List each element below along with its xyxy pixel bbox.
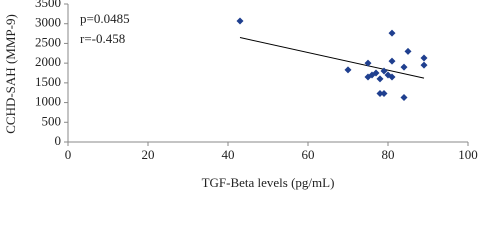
x-axis-label: TGF-Beta levels (pg/mL) [202,175,335,190]
y-tick-label: 2000 [35,54,61,69]
data-point [372,69,380,77]
y-tick-label: 2500 [35,34,61,49]
data-point [388,73,396,81]
y-tick-label: 3500 [35,0,61,10]
data-point [364,59,372,67]
y-tick-label: 0 [55,133,62,148]
y-tick-label: 500 [42,113,62,128]
x-tick-label: 100 [458,147,478,162]
annotation: p=0.0485 [80,11,130,26]
page: {"chart_data": {"type": "scatter", "x_la… [2,0,478,190]
data-point [380,90,388,98]
trend-line [239,37,425,79]
data-point [344,66,352,74]
data-point [404,47,412,55]
x-tick-label: 60 [302,147,315,162]
data-point [420,54,428,62]
y-tick-label: 3000 [35,15,61,30]
data-point [376,90,384,98]
annotation: r=-0.458 [80,31,125,46]
x-tick-label: 40 [222,147,235,162]
x-tick-label: 20 [142,147,155,162]
data-point [420,61,428,69]
data-point [364,73,372,81]
data-point [380,67,388,75]
data-point [400,93,408,101]
y-axis-label: CCHD-SAH (MMP-9) [3,14,18,134]
y-tick-label: 1500 [35,74,61,89]
data-point [376,75,384,83]
data-point [236,17,244,25]
x-tick-label: 0 [65,147,72,162]
chart: p=0.0485 r=-0.458 TGF-Beta levels (pg/mL… [3,0,478,190]
x-tick-label: 80 [382,147,395,162]
data-point [388,57,396,65]
data-point [388,29,396,37]
data-point [400,63,408,71]
y-tick-label: 1000 [35,94,61,109]
